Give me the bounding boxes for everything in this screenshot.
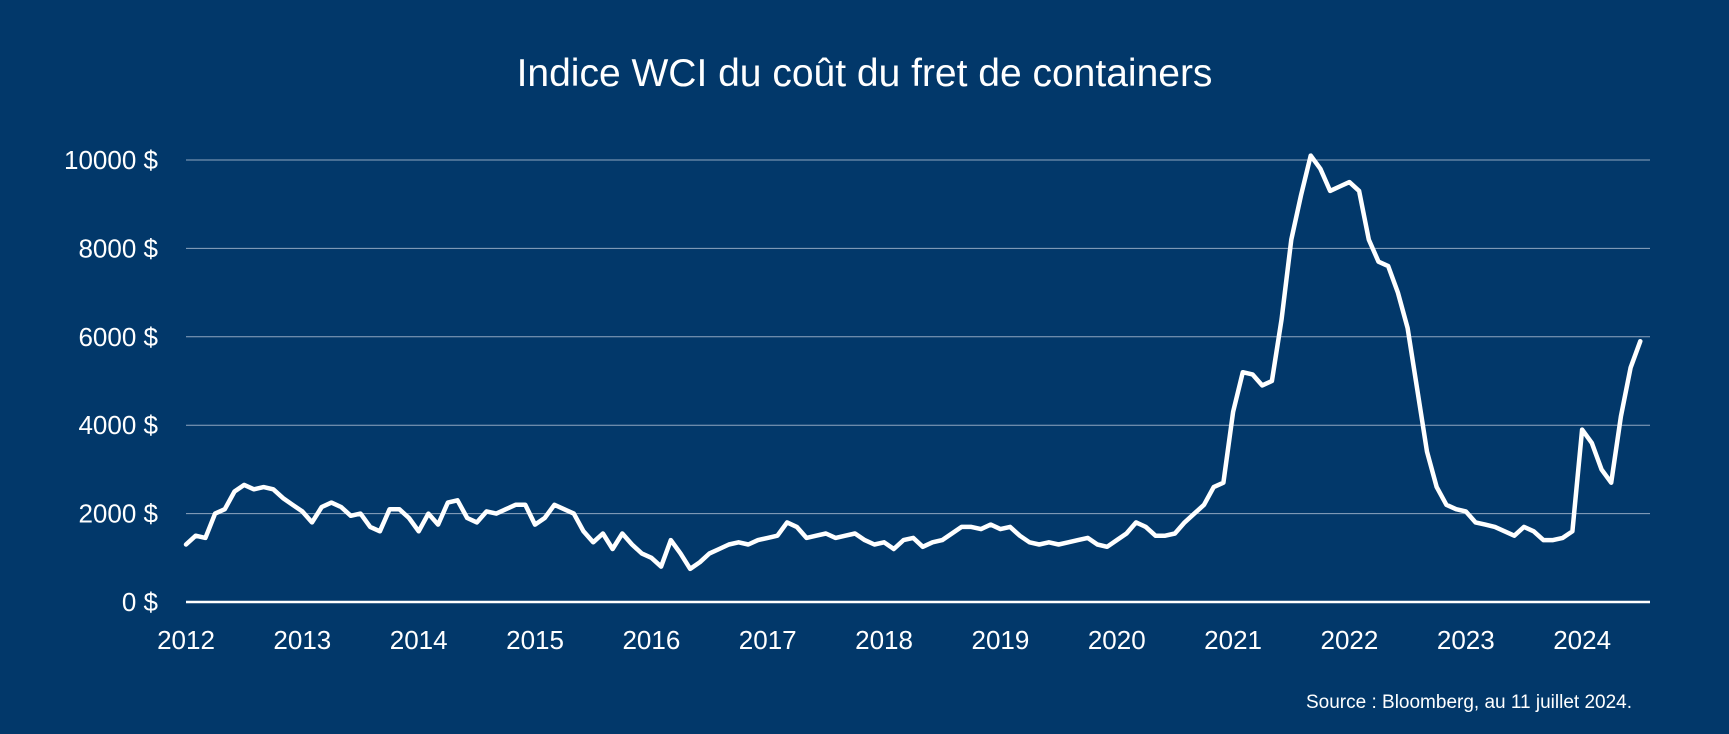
source-note: Source : Bloomberg, au 11 juillet 2024. <box>1305 692 1632 713</box>
series-line <box>183 153 1643 572</box>
x-tick-label: 2023 <box>1437 625 1495 655</box>
y-tick-label: 10000 $ <box>64 145 159 175</box>
x-tick-label: 2020 <box>1088 625 1146 655</box>
y-tick-label: 0 $ <box>122 587 159 617</box>
y-tick-label: 8000 $ <box>78 233 158 263</box>
x-tick-label: 2022 <box>1321 625 1379 655</box>
x-tick-label: 2016 <box>622 625 680 655</box>
y-tick-label: 2000 $ <box>78 499 158 529</box>
x-tick-label: 2021 <box>1204 625 1262 655</box>
x-tick-label: 2018 <box>855 625 913 655</box>
x-tick-label: 2013 <box>273 625 331 655</box>
x-tick-label: 2015 <box>506 625 564 655</box>
x-tick-label: 2014 <box>390 625 448 655</box>
chart-title: Indice WCI du coût du fret de containers <box>516 52 1213 95</box>
x-tick-label: 2019 <box>971 625 1029 655</box>
y-tick-label: 4000 $ <box>78 410 158 440</box>
y-tick-label: 6000 $ <box>78 322 158 352</box>
x-tick-label: 2012 <box>157 625 215 655</box>
x-tick-label: 2024 <box>1553 625 1611 655</box>
x-tick-label: 2017 <box>739 625 797 655</box>
